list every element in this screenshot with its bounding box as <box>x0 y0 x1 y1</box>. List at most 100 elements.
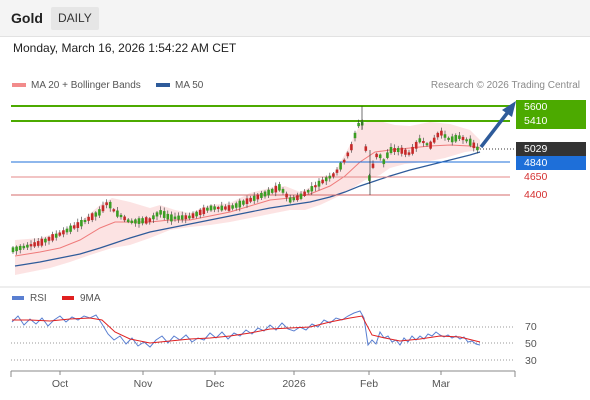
rsi-swatch-icon <box>12 296 24 301</box>
candle-body <box>274 185 278 193</box>
candle-body <box>364 146 368 151</box>
timeframe-button[interactable]: DAILY <box>51 7 99 30</box>
candle-body <box>126 219 130 223</box>
candle-body <box>159 210 162 215</box>
candle-body <box>36 241 40 246</box>
candle-body <box>33 242 36 247</box>
timestamp: Monday, March 16, 2026 1:54:22 AM CET <box>13 41 237 55</box>
candle-body <box>101 205 105 212</box>
candle-body <box>170 214 173 222</box>
candle-body <box>206 207 209 211</box>
candle-body <box>400 147 404 154</box>
candle-body <box>62 230 65 235</box>
candle-body <box>260 192 263 198</box>
candle-body <box>76 222 80 229</box>
x-axis-months: Oct Nov Dec 2026 Feb Mar <box>52 371 451 390</box>
candle-body <box>256 194 260 200</box>
candle-body <box>202 207 206 215</box>
candle-body <box>58 232 62 236</box>
candle-body <box>386 152 389 158</box>
candle-body <box>443 134 447 138</box>
candle-body <box>90 213 94 221</box>
month-label: Mar <box>432 378 451 390</box>
candle-body <box>188 215 191 219</box>
chart-header: Gold DAILY <box>0 0 590 37</box>
legend-ma20-label: MA 20 + Bollinger Bands <box>31 80 141 91</box>
candle-body <box>393 148 396 152</box>
candle-body <box>404 149 407 155</box>
legend-ma20-bollinger: MA 20 + Bollinger Bands <box>12 80 141 91</box>
candle-body <box>11 247 15 253</box>
candle-body <box>407 152 411 155</box>
candle-body <box>44 238 47 243</box>
candle-body <box>389 147 393 153</box>
legend-9ma-label: 9MA <box>80 293 101 304</box>
candle-body <box>324 177 328 182</box>
candle-body <box>306 190 310 193</box>
candle-body <box>425 143 429 146</box>
price-candles <box>11 106 479 255</box>
candle-body <box>47 237 51 241</box>
level-label-last-5029: 5029 <box>516 142 586 156</box>
candle-body <box>465 139 468 142</box>
ma9-swatch-icon <box>62 296 74 301</box>
candle-body <box>270 188 274 193</box>
candle-body <box>98 209 101 216</box>
candle-body <box>249 197 252 202</box>
candle-body <box>112 209 116 212</box>
candle-body <box>105 202 108 206</box>
candle-body <box>231 205 234 209</box>
candle-body <box>368 175 371 181</box>
rsi-line <box>11 310 481 348</box>
candle-body <box>184 215 188 220</box>
candle-body <box>137 218 141 224</box>
candle-body <box>447 137 450 140</box>
candle-body <box>227 205 231 211</box>
candle-body <box>350 144 353 151</box>
candle-body <box>94 212 98 217</box>
candle-body <box>288 197 292 203</box>
candle-body <box>328 175 332 179</box>
candle-body <box>116 210 119 217</box>
candle-body <box>166 213 170 220</box>
candle-body <box>216 206 220 210</box>
candle-body <box>213 206 216 210</box>
candle-body <box>155 212 159 217</box>
rsi-level-label: 70 <box>525 321 537 333</box>
month-label: Dec <box>206 378 225 390</box>
level-label-4840: 4840 <box>516 156 586 170</box>
candle-body <box>18 245 22 250</box>
ma50-line <box>14 151 481 267</box>
candle-body <box>22 245 26 249</box>
candle-body <box>87 216 90 221</box>
candle-body <box>119 214 123 218</box>
candle-body <box>141 218 144 224</box>
candle-body <box>15 246 18 252</box>
month-label: Oct <box>52 378 68 390</box>
candle-body <box>310 186 314 192</box>
candle-body <box>51 234 54 241</box>
rsi-9ma-line <box>12 315 481 344</box>
candle-body <box>144 217 148 224</box>
credit-text: Research © 2026 Trading Central <box>430 80 580 91</box>
candle-body <box>458 135 461 139</box>
level-label-5410: 5410 <box>516 114 586 129</box>
candle-body <box>375 153 378 158</box>
candle-body <box>40 238 44 246</box>
forecast-arrowhead-icon <box>502 101 516 117</box>
candle-body <box>418 138 422 143</box>
candle-body <box>321 179 324 184</box>
legend-rsi: RSI <box>12 293 47 304</box>
candle-body <box>220 205 224 211</box>
candle-body <box>26 244 29 248</box>
candle-body <box>209 205 213 211</box>
candle-body <box>472 142 476 149</box>
candle-body <box>335 169 339 173</box>
candle-body <box>252 195 256 201</box>
candle-body <box>195 211 198 217</box>
month-label: Feb <box>360 378 378 390</box>
candle-body <box>303 191 306 196</box>
candle-body <box>468 138 472 146</box>
candle-body <box>436 132 440 138</box>
